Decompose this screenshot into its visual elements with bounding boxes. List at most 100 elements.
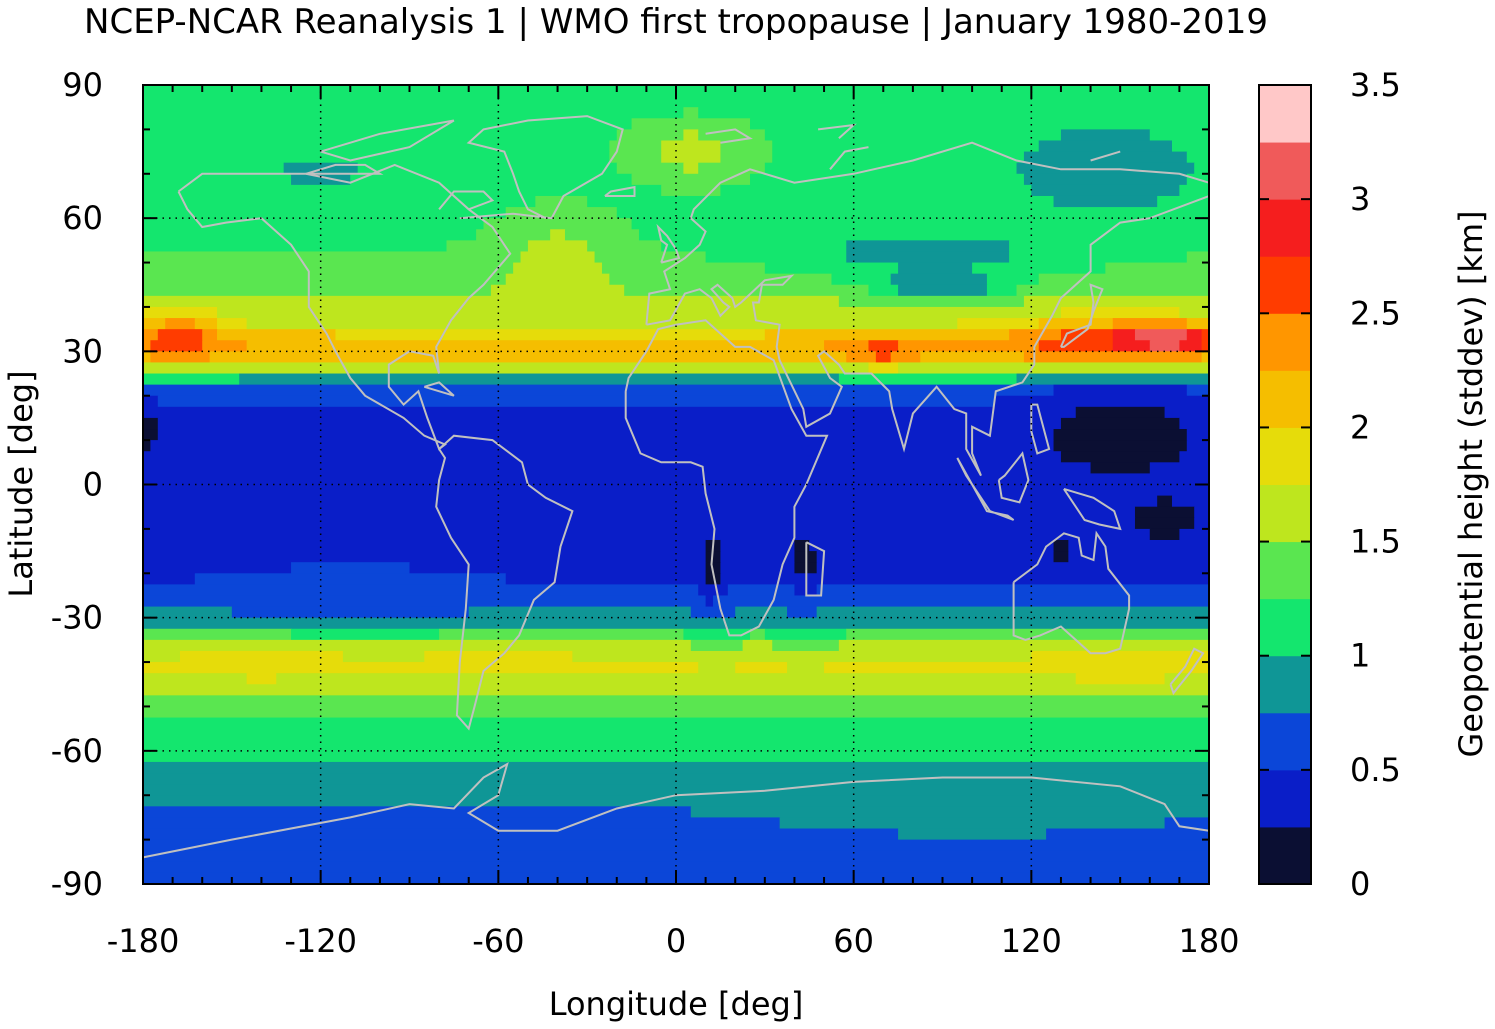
heatmap-cell (690, 606, 736, 619)
heatmap-cell (150, 340, 203, 352)
heatmap-cell (1171, 140, 1210, 153)
coastline (459, 115, 624, 220)
heatmap-cell (1179, 306, 1210, 319)
heatmap-cell (143, 839, 1210, 852)
colorbar-swatch (1259, 370, 1311, 428)
heatmap-cell (1038, 273, 1210, 286)
heatmap-cell (180, 650, 344, 663)
heatmap-cell (986, 273, 1040, 286)
heatmap-cell (143, 140, 610, 153)
heatmap-cell (1134, 506, 1195, 519)
heatmap-cell (239, 373, 840, 386)
heatmap-cell (1149, 528, 1180, 541)
heatmap-cell (1060, 306, 1180, 319)
heatmap-cell (720, 539, 796, 552)
coastlines (142, 115, 1210, 859)
heatmap-cell (143, 129, 618, 142)
heatmap-cell (1149, 340, 1180, 352)
heatmap-cell (143, 96, 1210, 108)
x-tick-label: 120 (1001, 922, 1062, 960)
colorbar-swatch (1259, 85, 1311, 143)
heatmap-cell (446, 240, 529, 253)
heatmap-cell (638, 229, 1210, 241)
heatmap-cell (661, 151, 722, 164)
coastline (1012, 530, 1131, 655)
colorbar-swatch (1259, 826, 1311, 885)
heatmap-cell (143, 384, 1055, 397)
colorbar-tick-label: 0 (1350, 865, 1370, 903)
heatmap-cell (750, 628, 766, 641)
colorbar-tick-label: 3.5 (1350, 66, 1401, 104)
heatmap-cell (846, 240, 1010, 253)
heatmap-cell (809, 539, 1055, 552)
y-tick-label: 0 (83, 466, 103, 504)
x-tick-label: -180 (107, 922, 180, 960)
heatmap-cell (720, 184, 1032, 197)
heatmap-cell (1201, 329, 1210, 341)
heatmap-cell (1186, 251, 1210, 264)
heatmap-cell (1194, 506, 1210, 519)
heatmap-cell (143, 173, 292, 186)
heatmap-cell (1038, 140, 1173, 153)
heatmap-cell (690, 639, 744, 652)
heatmap-cell (838, 639, 1210, 652)
heatmap-cell (1031, 650, 1210, 663)
heatmap-cell (750, 173, 1025, 186)
heatmap-cell (143, 617, 1210, 630)
heatmap-cell (875, 351, 892, 364)
heatmap-cell (1068, 551, 1210, 563)
heatmap-cell (1134, 517, 1195, 530)
heatmap-cell (898, 828, 1047, 841)
heatmap-cell (698, 162, 766, 175)
heatmap-cell (143, 828, 899, 841)
heatmap-cell (490, 284, 625, 297)
heatmap-cell (838, 295, 1025, 308)
heatmap-cell (1075, 673, 1166, 685)
heatmap-cell (476, 229, 551, 241)
heatmap-cell (705, 551, 722, 563)
heatmap-cell (143, 528, 1151, 541)
coastline (805, 541, 826, 597)
coastline (956, 457, 1015, 521)
heatmap-cell (1186, 318, 1210, 330)
heatmap-cell (920, 351, 1025, 364)
heatmap-cell (143, 595, 707, 608)
heatmap-cell (143, 695, 1210, 708)
heatmap-cell (631, 173, 751, 186)
heatmap-cell (143, 329, 159, 341)
heatmap-cell (505, 273, 610, 286)
heatmap-cell (520, 251, 596, 264)
coastline (1059, 283, 1104, 348)
y-tick-labels: 90 60 30 0 -30 -60 -90 (51, 66, 103, 903)
colorbar-label: Geopotential height (stddev) [km] (1452, 210, 1490, 757)
heatmap-cell (194, 318, 218, 330)
heatmap-cell (720, 562, 796, 574)
heatmap-cell (217, 306, 1062, 319)
heatmap-cell (1053, 195, 1158, 208)
heatmap-cell (898, 262, 973, 275)
colorbar-swatch (1259, 256, 1311, 314)
heatmap-cell (143, 562, 292, 574)
heatmap-cell (764, 628, 847, 641)
heatmap-cell (143, 195, 536, 208)
heatmap-cell (1060, 451, 1180, 463)
colorbar-swatch (1259, 712, 1311, 771)
coastline (604, 185, 636, 197)
heatmap-cell (143, 484, 1210, 497)
heatmap-cell (1023, 351, 1203, 364)
heatmap-cell (143, 584, 699, 597)
heatmap-cell (246, 340, 825, 352)
colorbar-swatch (1259, 199, 1311, 257)
heatmap-cell (846, 251, 1010, 264)
heatmap-cell (535, 195, 588, 208)
heatmap-cell (787, 606, 818, 619)
heatmap-cell (143, 551, 707, 563)
heatmap-cell (291, 628, 440, 641)
heatmap-cell (750, 118, 1210, 130)
heatmap-cell (764, 262, 899, 275)
coastline (438, 190, 495, 211)
heatmap-cell (661, 184, 722, 197)
coastline (177, 163, 512, 451)
heatmap-cell (1171, 495, 1210, 508)
heatmap-cell (143, 739, 1210, 752)
